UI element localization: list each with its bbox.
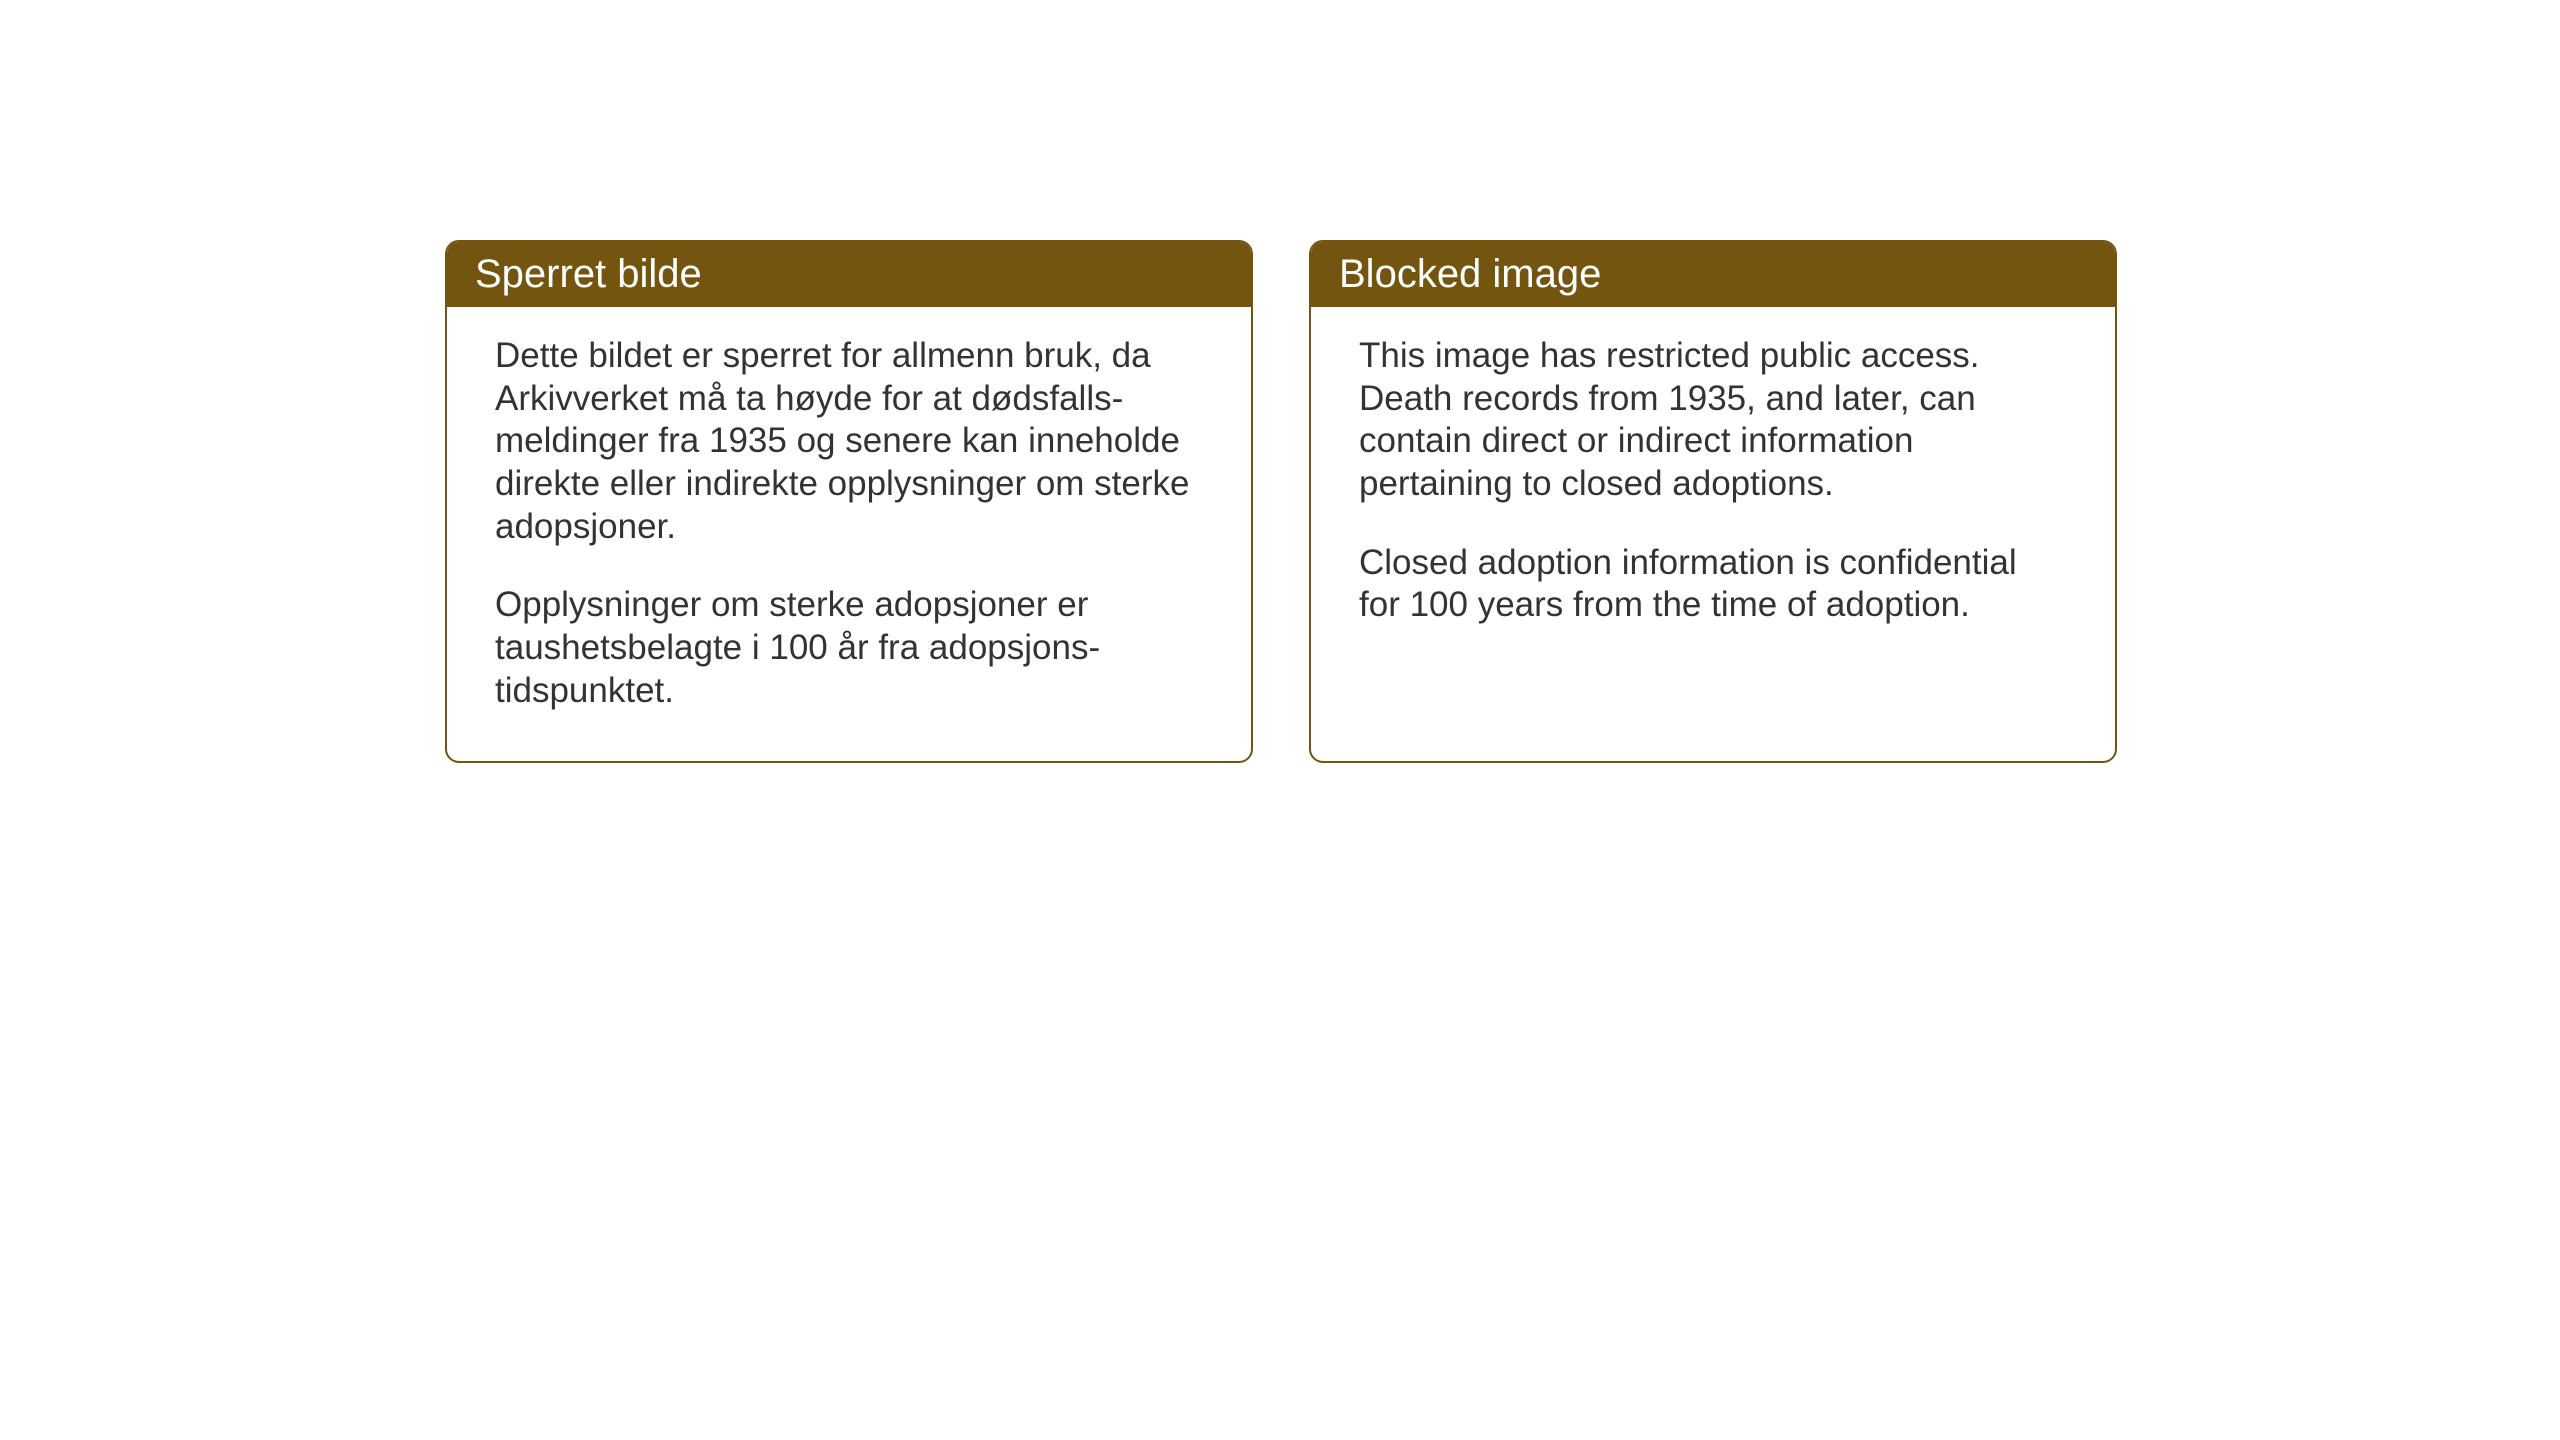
norwegian-card: Sperret bilde Dette bildet er sperret fo… (445, 240, 1253, 763)
norwegian-paragraph-2: Opplysninger om sterke adopsjoner er tau… (495, 584, 1203, 712)
norwegian-card-title: Sperret bilde (475, 252, 702, 296)
norwegian-paragraph-1: Dette bildet er sperret for allmenn bruk… (495, 335, 1203, 548)
norwegian-card-header: Sperret bilde (447, 242, 1251, 307)
cards-container: Sperret bilde Dette bildet er sperret fo… (445, 240, 2117, 763)
english-card-title: Blocked image (1339, 252, 1601, 296)
english-card: Blocked image This image has restricted … (1309, 240, 2117, 763)
english-card-body: This image has restricted public access.… (1311, 307, 2115, 675)
norwegian-card-body: Dette bildet er sperret for allmenn bruk… (447, 307, 1251, 761)
english-paragraph-2: Closed adoption information is confident… (1359, 542, 2067, 627)
english-paragraph-1: This image has restricted public access.… (1359, 335, 2067, 506)
english-card-header: Blocked image (1311, 242, 2115, 307)
